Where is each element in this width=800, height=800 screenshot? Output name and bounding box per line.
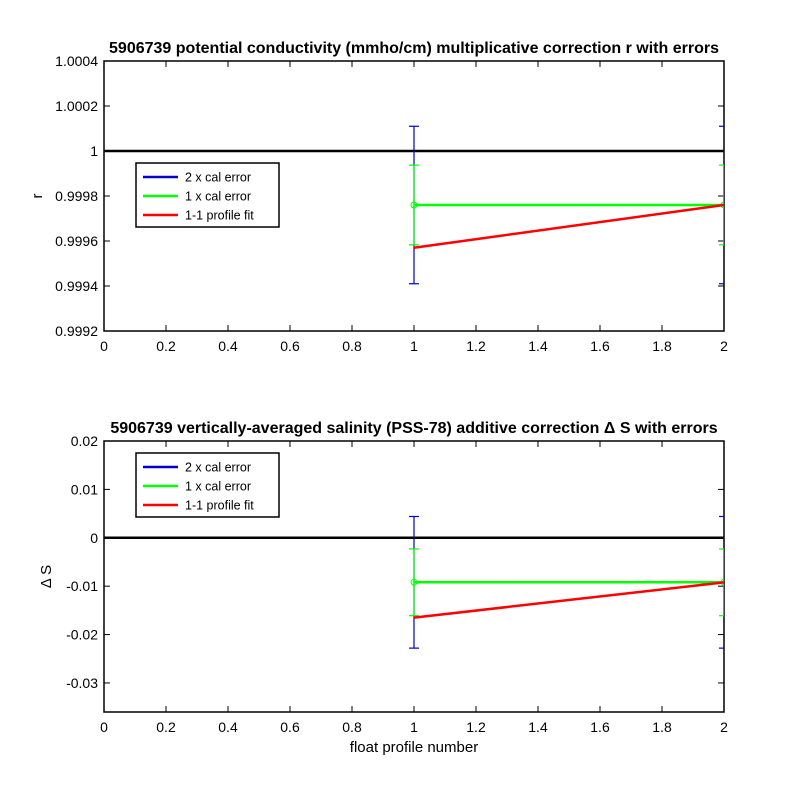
y-tick-label: 0.9996	[55, 233, 98, 249]
x-tick-label: 0.6	[280, 719, 300, 735]
data-layer	[104, 515, 724, 649]
x-tick-label: 1	[410, 719, 418, 735]
series-2	[409, 164, 724, 246]
legend: 2 x cal error 1 x cal error 1-1 profile fi…	[135, 452, 280, 518]
legend-label: 1 x cal error	[185, 480, 251, 494]
y-tick-label: 0.9994	[55, 278, 98, 294]
legend: 2 x cal error 1 x cal error 1-1 profile fi…	[135, 162, 280, 228]
y-tick-label: 1	[90, 143, 98, 159]
y-tick-label: 1.0004	[55, 53, 98, 69]
y-tick-label: -0.03	[66, 675, 98, 691]
x-tick-label: 0.4	[218, 719, 238, 735]
x-tick-label: 0	[100, 719, 108, 735]
chart-title: 5906739 potential conductivity (mmho/cm)…	[109, 40, 719, 57]
y-tick-label: -0.01	[66, 578, 98, 594]
y-axis-label: r	[29, 194, 46, 199]
x-tick-label: 2	[720, 719, 728, 735]
series-3	[413, 581, 724, 619]
legend-label: 1-1 profile fit	[185, 499, 254, 513]
series-3	[413, 203, 724, 249]
series-line	[413, 203, 724, 249]
x-tick-label: 0	[100, 338, 108, 354]
x-tick-label: 2	[720, 338, 728, 354]
x-tick-label: 0.8	[342, 719, 362, 735]
plot-1: 5906739 potential conductivity (mmho/cm)…	[29, 40, 728, 354]
x-tick-label: 1	[410, 338, 418, 354]
y-tick-label: 0.01	[71, 481, 98, 497]
x-axis-label: float profile number	[350, 739, 478, 756]
x-tick-label: 0.4	[218, 338, 238, 354]
x-tick-label: 1.6	[590, 338, 610, 354]
legend-label: 1 x cal error	[185, 190, 251, 204]
series-2	[409, 548, 724, 617]
chart-title: 5906739 vertically-averaged salinity (PS…	[110, 420, 717, 437]
y-axis-label: Δ S	[38, 565, 55, 588]
legend-label: 2 x cal error	[185, 171, 251, 185]
x-tick-label: 0.8	[342, 338, 362, 354]
y-tick-label: 1.0002	[55, 98, 98, 114]
y-tick-label: 0.9992	[55, 323, 98, 339]
x-tick-label: 1.2	[466, 338, 486, 354]
series-line	[413, 581, 724, 619]
y-tick-label: 0	[90, 530, 98, 546]
data-layer	[104, 125, 724, 285]
legend-label: 1-1 profile fit	[185, 209, 254, 223]
y-tick-label: 0.9998	[55, 188, 98, 204]
plot-2: 5906739 vertically-averaged salinity (PS…	[38, 420, 728, 756]
x-tick-label: 0.2	[156, 719, 176, 735]
y-tick-label: -0.02	[66, 627, 98, 643]
x-tick-label: 1.2	[466, 719, 486, 735]
x-tick-label: 0.6	[280, 338, 300, 354]
x-tick-label: 1.4	[528, 338, 548, 354]
x-tick-label: 1.4	[528, 719, 548, 735]
x-tick-label: 1.6	[590, 719, 610, 735]
legend-label: 2 x cal error	[185, 461, 251, 475]
x-tick-label: 1.8	[652, 338, 672, 354]
y-tick-label: 0.02	[71, 433, 98, 449]
x-tick-label: 1.8	[652, 719, 672, 735]
x-tick-label: 0.2	[156, 338, 176, 354]
